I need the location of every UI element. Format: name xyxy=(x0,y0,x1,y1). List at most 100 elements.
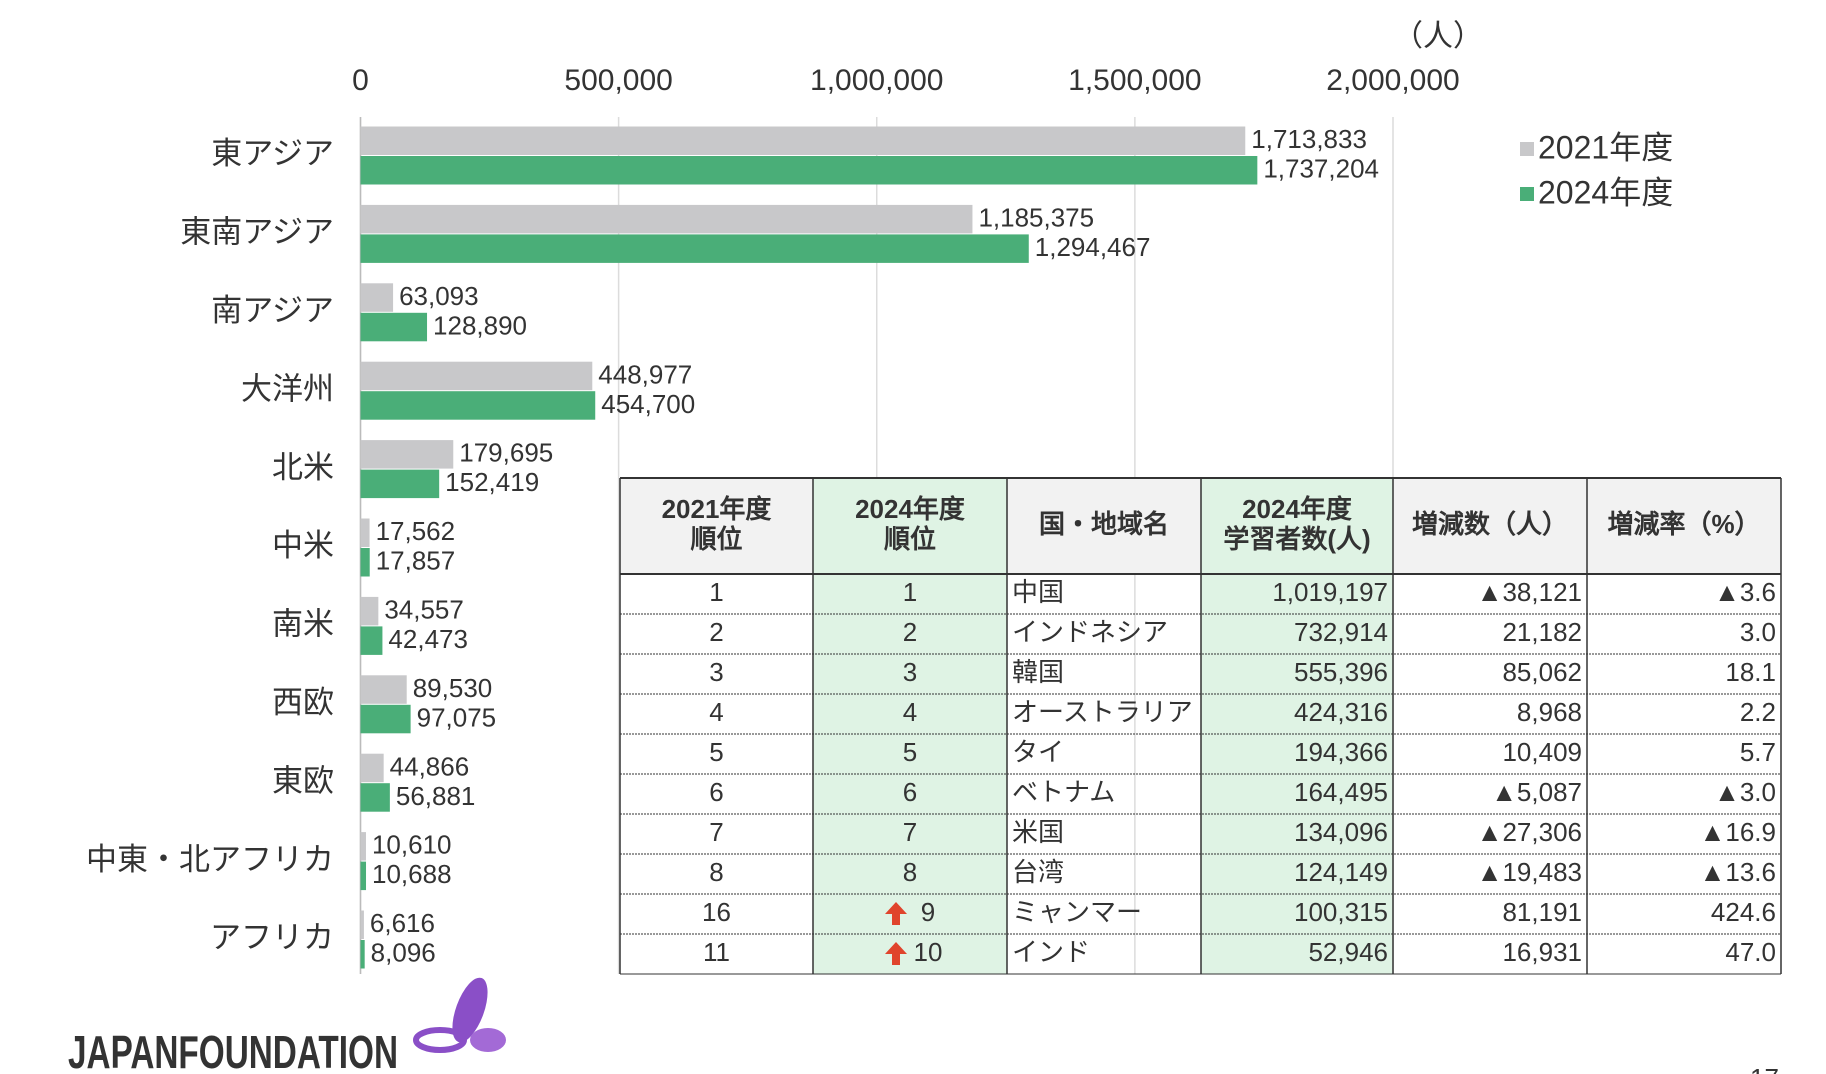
table-cell: ▲13.6 xyxy=(1700,857,1776,887)
table-cell: 3 xyxy=(709,657,723,687)
value-label: 10,688 xyxy=(372,859,452,889)
table-cell: 米国 xyxy=(1012,817,1064,847)
table-cell: 1,019,197 xyxy=(1272,577,1388,607)
bar xyxy=(360,312,428,342)
table-cell: 韓国 xyxy=(1012,657,1064,687)
value-label: 179,695 xyxy=(459,438,553,468)
table-cell: 1 xyxy=(903,577,917,607)
table-cell: 10,409 xyxy=(1502,737,1582,767)
table-header: 順位 xyxy=(884,524,936,554)
logo-mark xyxy=(413,1027,467,1053)
table-header-cell xyxy=(620,478,813,574)
table-header-cell xyxy=(1007,478,1201,574)
table-cell: 4 xyxy=(903,697,917,727)
table-cell: インド xyxy=(1012,937,1090,967)
table-cell: オーストラリア xyxy=(1012,697,1193,727)
value-label: 454,700 xyxy=(601,389,695,419)
table-cell: 164,495 xyxy=(1294,777,1388,807)
x-tick-label: 1,000,000 xyxy=(810,64,943,97)
value-label: 128,890 xyxy=(433,310,527,340)
table-cell: 台湾 xyxy=(1012,857,1064,887)
category-label: 西欧 xyxy=(272,685,334,720)
bar xyxy=(360,204,973,234)
value-label: 152,419 xyxy=(445,467,539,497)
legend-swatch xyxy=(1520,142,1534,156)
table-cell: 85,062 xyxy=(1502,657,1582,687)
bar xyxy=(360,283,394,312)
bar xyxy=(360,126,1246,155)
value-label: 448,977 xyxy=(598,359,692,389)
logo-text: JAPANFOUNDATION xyxy=(68,1026,398,1074)
bar xyxy=(360,361,593,391)
table-cell: 11 xyxy=(703,937,730,967)
table-cell: 6 xyxy=(903,777,917,807)
table-cell: 8,968 xyxy=(1517,697,1582,727)
table-header: 増減率（%） xyxy=(1607,509,1760,539)
table-cell: インドネシア xyxy=(1012,617,1168,647)
table-cell: ▲27,306 xyxy=(1477,817,1582,847)
table-header: 2024年度 xyxy=(855,494,965,524)
bar xyxy=(360,596,379,626)
table-cell: 100,315 xyxy=(1294,897,1388,927)
legend-swatch xyxy=(1520,187,1534,201)
table-cell: 732,914 xyxy=(1294,617,1388,647)
x-tick-label: 500,000 xyxy=(564,64,672,97)
category-label: アフリカ xyxy=(210,920,334,955)
table-cell: 194,366 xyxy=(1294,737,1388,767)
table-cell: 47.0 xyxy=(1725,937,1776,967)
value-label: 17,857 xyxy=(376,546,456,576)
table-cell: ▲5,087 xyxy=(1491,777,1582,807)
table-cell: ▲19,483 xyxy=(1477,857,1582,887)
table-cell: 16 xyxy=(702,897,731,927)
value-label: 1,185,375 xyxy=(978,203,1094,233)
value-label: 17,562 xyxy=(376,516,456,546)
table-cell: ベトナム xyxy=(1012,777,1115,807)
value-label: 42,473 xyxy=(388,624,468,654)
table-cell: ミャンマー xyxy=(1012,897,1142,927)
table-cell: ▲38,121 xyxy=(1477,577,1582,607)
page-number: 17 xyxy=(1750,1063,1779,1074)
table-cell: 52,946 xyxy=(1308,937,1388,967)
value-label: 1,737,204 xyxy=(1263,154,1379,184)
category-label: 南米 xyxy=(272,607,334,642)
table-header-cell xyxy=(1393,478,1587,574)
table-cell: 4 xyxy=(709,697,723,727)
bar xyxy=(360,940,365,969)
category-label: 東欧 xyxy=(272,763,334,798)
category-label: 中東・北アフリカ xyxy=(86,842,334,877)
table-header: 2024年度 xyxy=(1242,494,1352,524)
category-label: 北米 xyxy=(272,450,334,485)
bar xyxy=(360,783,390,812)
table-cell: 424,316 xyxy=(1294,697,1388,727)
x-tick-label: 2,000,000 xyxy=(1326,64,1459,97)
value-label: 56,881 xyxy=(396,781,476,811)
category-label: 東南アジア xyxy=(180,215,334,250)
value-label: 1,294,467 xyxy=(1035,232,1151,262)
bar xyxy=(360,861,367,891)
bar xyxy=(360,469,440,499)
rank-up-arrow xyxy=(885,942,907,965)
value-label: 97,075 xyxy=(417,702,497,732)
table-cell: 7 xyxy=(709,817,723,847)
bar xyxy=(360,753,384,783)
table-cell: ▲3.0 xyxy=(1714,777,1776,807)
rank-up-arrow xyxy=(885,902,907,925)
table-header-cell xyxy=(1587,478,1781,574)
table-cell: 18.1 xyxy=(1725,657,1776,687)
table-cell: 8 xyxy=(903,857,917,887)
category-label: 東アジア xyxy=(211,136,334,171)
logo: JAPANFOUNDATION xyxy=(68,977,506,1074)
table-cell: ▲16.9 xyxy=(1700,817,1776,847)
table-cell: 2 xyxy=(903,617,917,647)
value-label: 34,557 xyxy=(384,595,464,625)
table-header: 順位 xyxy=(690,524,742,554)
table-header: 国・地域名 xyxy=(1039,509,1169,539)
value-label: 63,093 xyxy=(399,281,479,311)
table-cell: 134,096 xyxy=(1294,817,1388,847)
bar xyxy=(360,832,366,861)
legend-label: 2024年度 xyxy=(1538,174,1673,210)
table-cell: 5.7 xyxy=(1740,737,1776,767)
table-cell: 2.2 xyxy=(1740,697,1776,727)
x-tick-label: 0 xyxy=(352,64,369,97)
